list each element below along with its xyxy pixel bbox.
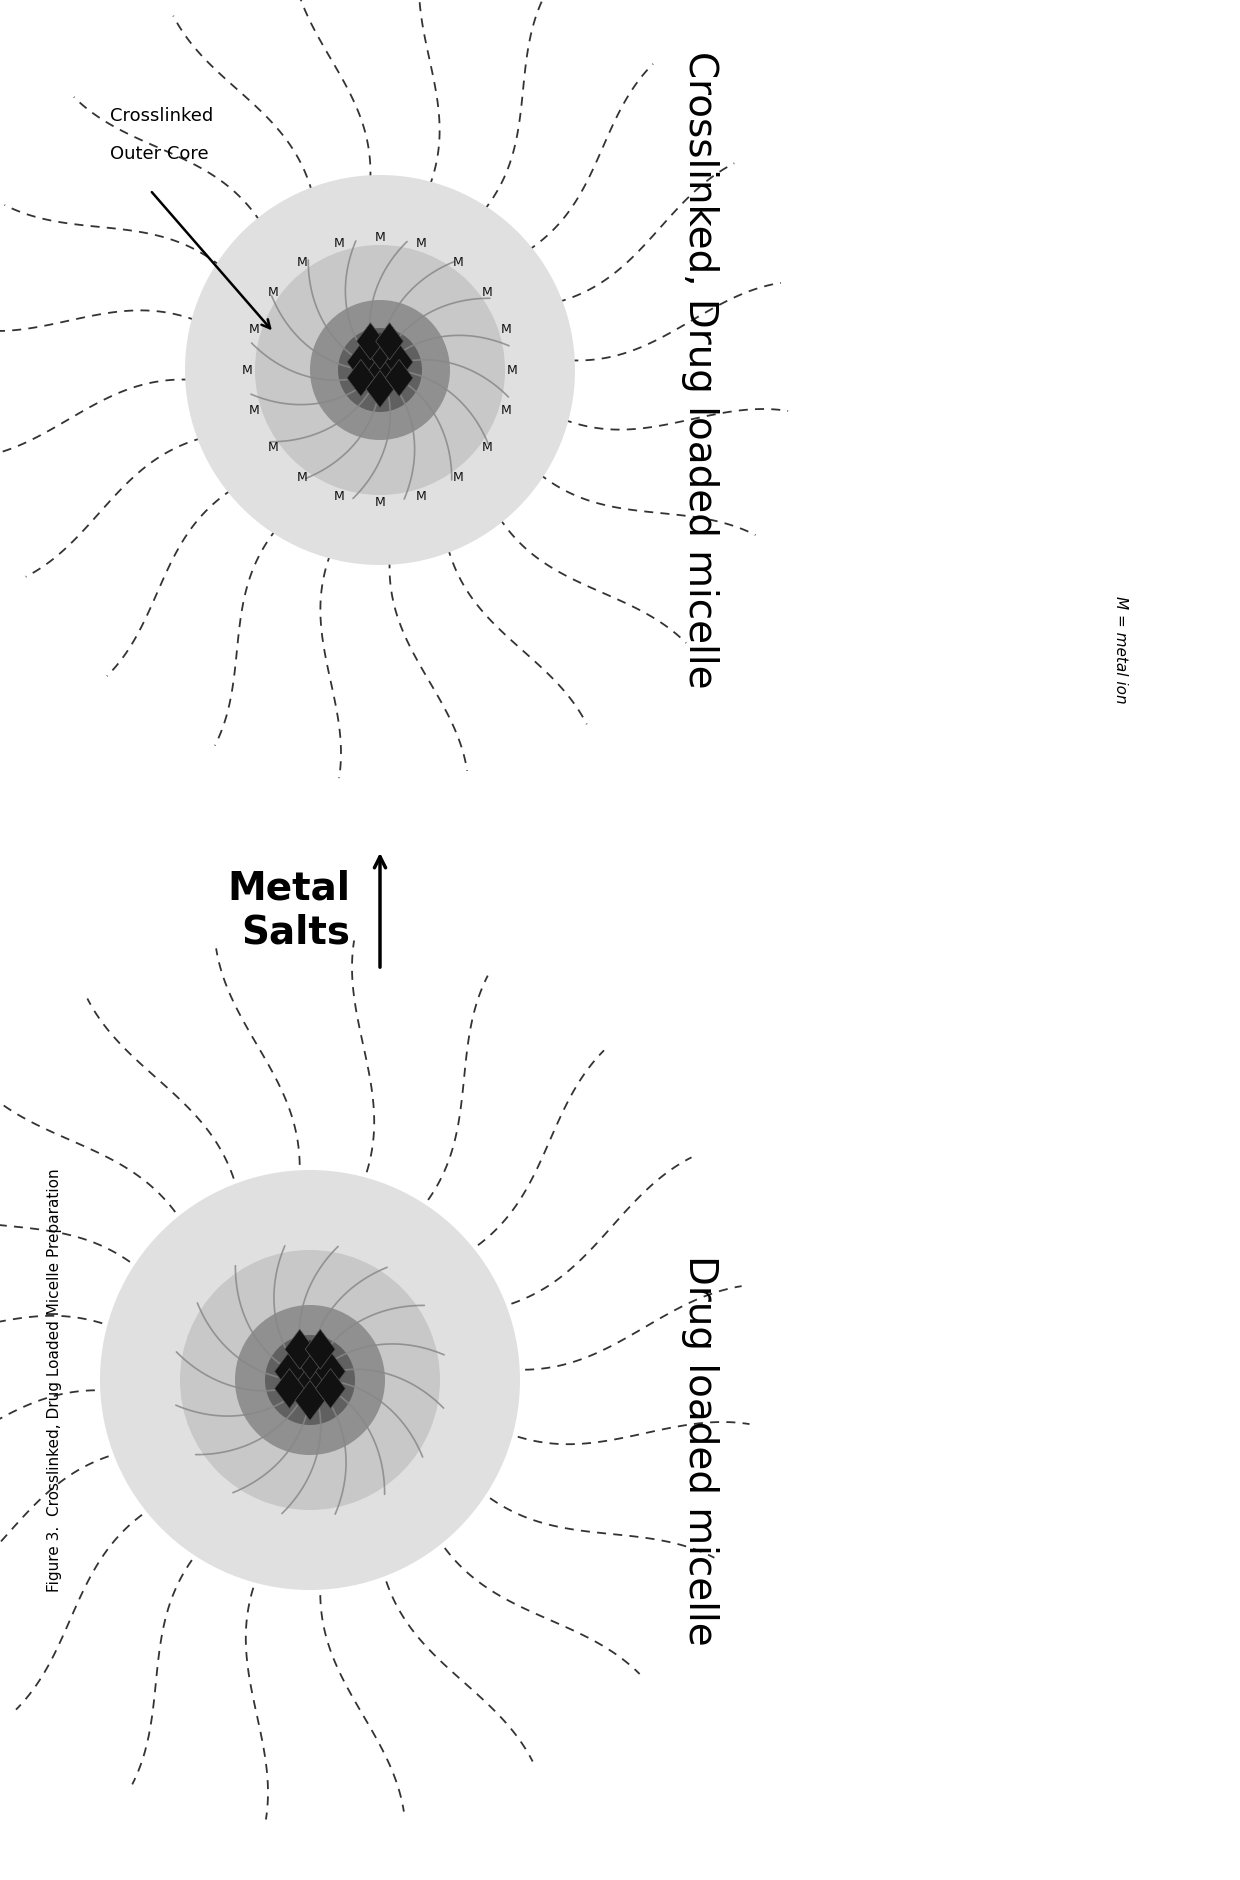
Polygon shape <box>274 1352 305 1391</box>
Polygon shape <box>285 1329 315 1369</box>
Text: M: M <box>453 470 464 483</box>
Text: Metal
Salts: Metal Salts <box>227 869 350 951</box>
Text: M: M <box>296 470 308 483</box>
Circle shape <box>339 327 422 412</box>
Text: M: M <box>334 237 345 250</box>
Text: M: M <box>248 323 259 335</box>
Text: Figure 3.  Crosslinked, Drug Loaded Micelle Preparation: Figure 3. Crosslinked, Drug Loaded Micel… <box>47 1167 62 1592</box>
Polygon shape <box>386 344 413 380</box>
Circle shape <box>180 1250 440 1510</box>
Polygon shape <box>295 1359 325 1401</box>
Text: M: M <box>248 404 259 417</box>
Polygon shape <box>366 370 394 408</box>
Text: M: M <box>415 489 427 502</box>
Polygon shape <box>295 1340 325 1380</box>
Polygon shape <box>315 1352 346 1391</box>
Polygon shape <box>357 323 384 359</box>
Text: M: M <box>374 231 386 244</box>
Text: M: M <box>507 363 518 376</box>
Text: M: M <box>453 256 464 269</box>
Polygon shape <box>366 333 394 368</box>
Circle shape <box>310 301 450 440</box>
Polygon shape <box>295 1380 325 1421</box>
Polygon shape <box>347 344 374 380</box>
Text: M = metal ion: M = metal ion <box>1112 596 1127 703</box>
Text: M: M <box>242 363 253 376</box>
Circle shape <box>255 244 505 494</box>
Circle shape <box>185 175 575 566</box>
Polygon shape <box>305 1329 335 1369</box>
Text: Crosslinked, Drug loaded micelle: Crosslinked, Drug loaded micelle <box>681 51 719 688</box>
Text: M: M <box>482 442 492 455</box>
Text: Outer Core: Outer Core <box>110 145 208 164</box>
Text: M: M <box>482 286 492 299</box>
Circle shape <box>265 1335 355 1425</box>
Text: M: M <box>268 286 278 299</box>
Polygon shape <box>274 1369 305 1408</box>
Polygon shape <box>366 352 394 389</box>
Text: Drug loaded micelle: Drug loaded micelle <box>681 1254 719 1645</box>
Polygon shape <box>347 359 374 397</box>
Text: M: M <box>334 489 345 502</box>
Circle shape <box>100 1169 520 1590</box>
Text: M: M <box>374 496 386 509</box>
Text: M: M <box>415 237 427 250</box>
Polygon shape <box>386 359 413 397</box>
Circle shape <box>236 1305 384 1455</box>
Text: Crosslinked: Crosslinked <box>110 107 213 124</box>
Text: M: M <box>296 256 308 269</box>
Text: M: M <box>501 323 511 335</box>
Text: M: M <box>268 442 278 455</box>
Text: M: M <box>501 404 511 417</box>
Polygon shape <box>376 323 403 359</box>
Polygon shape <box>315 1369 346 1408</box>
